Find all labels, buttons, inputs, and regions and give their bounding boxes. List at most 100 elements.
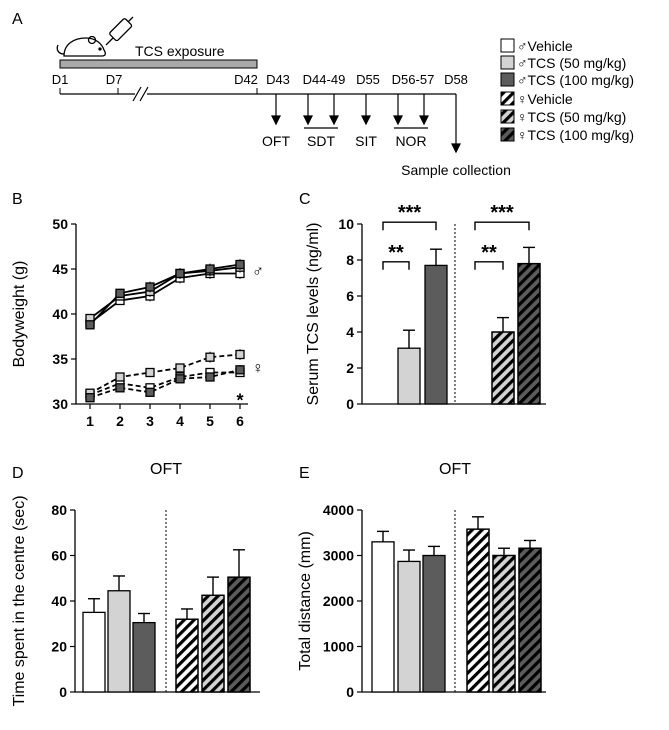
bar-hatch [517,262,541,405]
data-point [175,268,185,279]
legend-swatch [500,72,515,87]
day-label: D1 [52,72,69,87]
day-label: D7 [106,72,123,87]
data-point [175,363,185,373]
chart-title: OFT [439,461,471,478]
mouse-icon [56,35,106,57]
legend-swatch-hatch [500,127,515,142]
y-tick-label: 0 [346,684,354,700]
data-point [235,365,245,375]
y-tick-label: 35 [52,351,68,367]
y-tick-label: 60 [51,548,67,564]
series-line [89,353,241,394]
y-tick-label: 1000 [323,639,354,655]
legend-label: ♀TCS (100 mg/kg) [517,127,634,143]
data-point [85,393,95,403]
bar-hatch [518,547,542,693]
test-label: OFT [262,133,290,149]
significance-bracket [474,261,504,270]
x-tick-label: 3 [146,413,154,429]
panel-label-c: C [299,191,311,208]
panel-label-b: B [12,191,23,208]
y-tick-label: 2000 [323,593,354,609]
significance-label: *** [490,202,514,224]
bar-hatch [227,576,251,693]
legend-label: ♀TCS (50 mg/kg) [517,109,626,125]
legend-label: ♀Vehicle [517,91,573,107]
legend: ♂Vehicle ♂TCS (50 mg/kg) ♂TCS (100 mg/kg… [500,38,634,143]
y-tick-label: 2 [346,360,354,376]
panel-label-a: A [12,11,23,28]
axis-break [132,86,149,102]
syringe-icon [105,16,134,46]
significance-bracket [382,261,410,270]
series-line [89,371,240,396]
y-tick-label: 0 [59,684,67,700]
legend-swatch-hatch [500,109,515,124]
significance-label: ** [388,242,404,264]
bar-hatch [201,594,225,693]
y-tick-label: 8 [346,252,354,268]
y-axis-title: Total distance (mm) [297,531,314,671]
bar [132,621,156,693]
annotation-label: * [236,390,243,410]
bar [424,264,448,405]
series-line [89,263,241,326]
y-axis-title: Time spent in the centre (sec) [11,495,28,706]
test-label: SIT [355,133,377,149]
x-tick-label: 2 [116,413,124,429]
y-tick-label: 45 [52,261,68,277]
bar [397,560,421,693]
significance-bracket [382,221,437,231]
data-point [205,352,215,362]
legend-label: ♂Vehicle [517,38,573,54]
bar-hatch [175,618,199,693]
y-tick-label: 80 [51,502,67,518]
legend-swatch [500,55,515,70]
annotation-label: ♀ [252,360,264,377]
exposure-bar [59,59,258,69]
significance-label: *** [398,202,422,224]
x-tick-label: 6 [236,413,244,429]
data-point [205,372,215,382]
bar-hatch [491,331,515,405]
y-axis-title: Bodyweight (g) [11,261,28,368]
data-point [145,387,155,397]
y-axis-title: Serum TCS levels (ng/ml) [305,223,322,406]
bar-hatch [492,554,516,693]
y-tick-label: 6 [346,288,354,304]
day-label: D55 [356,72,380,87]
y-tick-label: 4 [346,324,354,340]
data-point [235,349,245,360]
y-tick-label: 10 [338,216,354,232]
data-point [85,320,95,330]
series-line [89,272,240,324]
y-tick-label: 3000 [323,548,354,564]
bar-hatch [466,528,490,693]
y-tick-label: 4000 [323,502,354,518]
data-point [115,372,125,382]
x-tick-label: 5 [206,413,214,429]
chart-title: OFT [150,461,182,478]
test-label: NOR [395,133,426,149]
panel-label-e: E [299,465,310,482]
day-label: D43 [266,72,290,87]
bar [422,554,446,693]
annotation-label: ♂ [252,263,264,280]
series-line [89,368,241,399]
bar [107,590,131,693]
legend-swatch [500,38,515,53]
legend-label: ♂TCS (50 mg/kg) [517,55,626,71]
data-point [235,259,245,270]
data-point [115,288,125,298]
oft-centre-time-chart: 0 20 40 60 80 Time spent in the centre (sec) O… [11,461,260,707]
significance-label: ** [481,242,497,264]
exposure-label: TCS exposure [135,43,225,59]
bar [371,541,395,693]
data-point [175,374,185,384]
sample-collection-label: Sample collection [401,162,511,178]
data-point [145,367,155,378]
